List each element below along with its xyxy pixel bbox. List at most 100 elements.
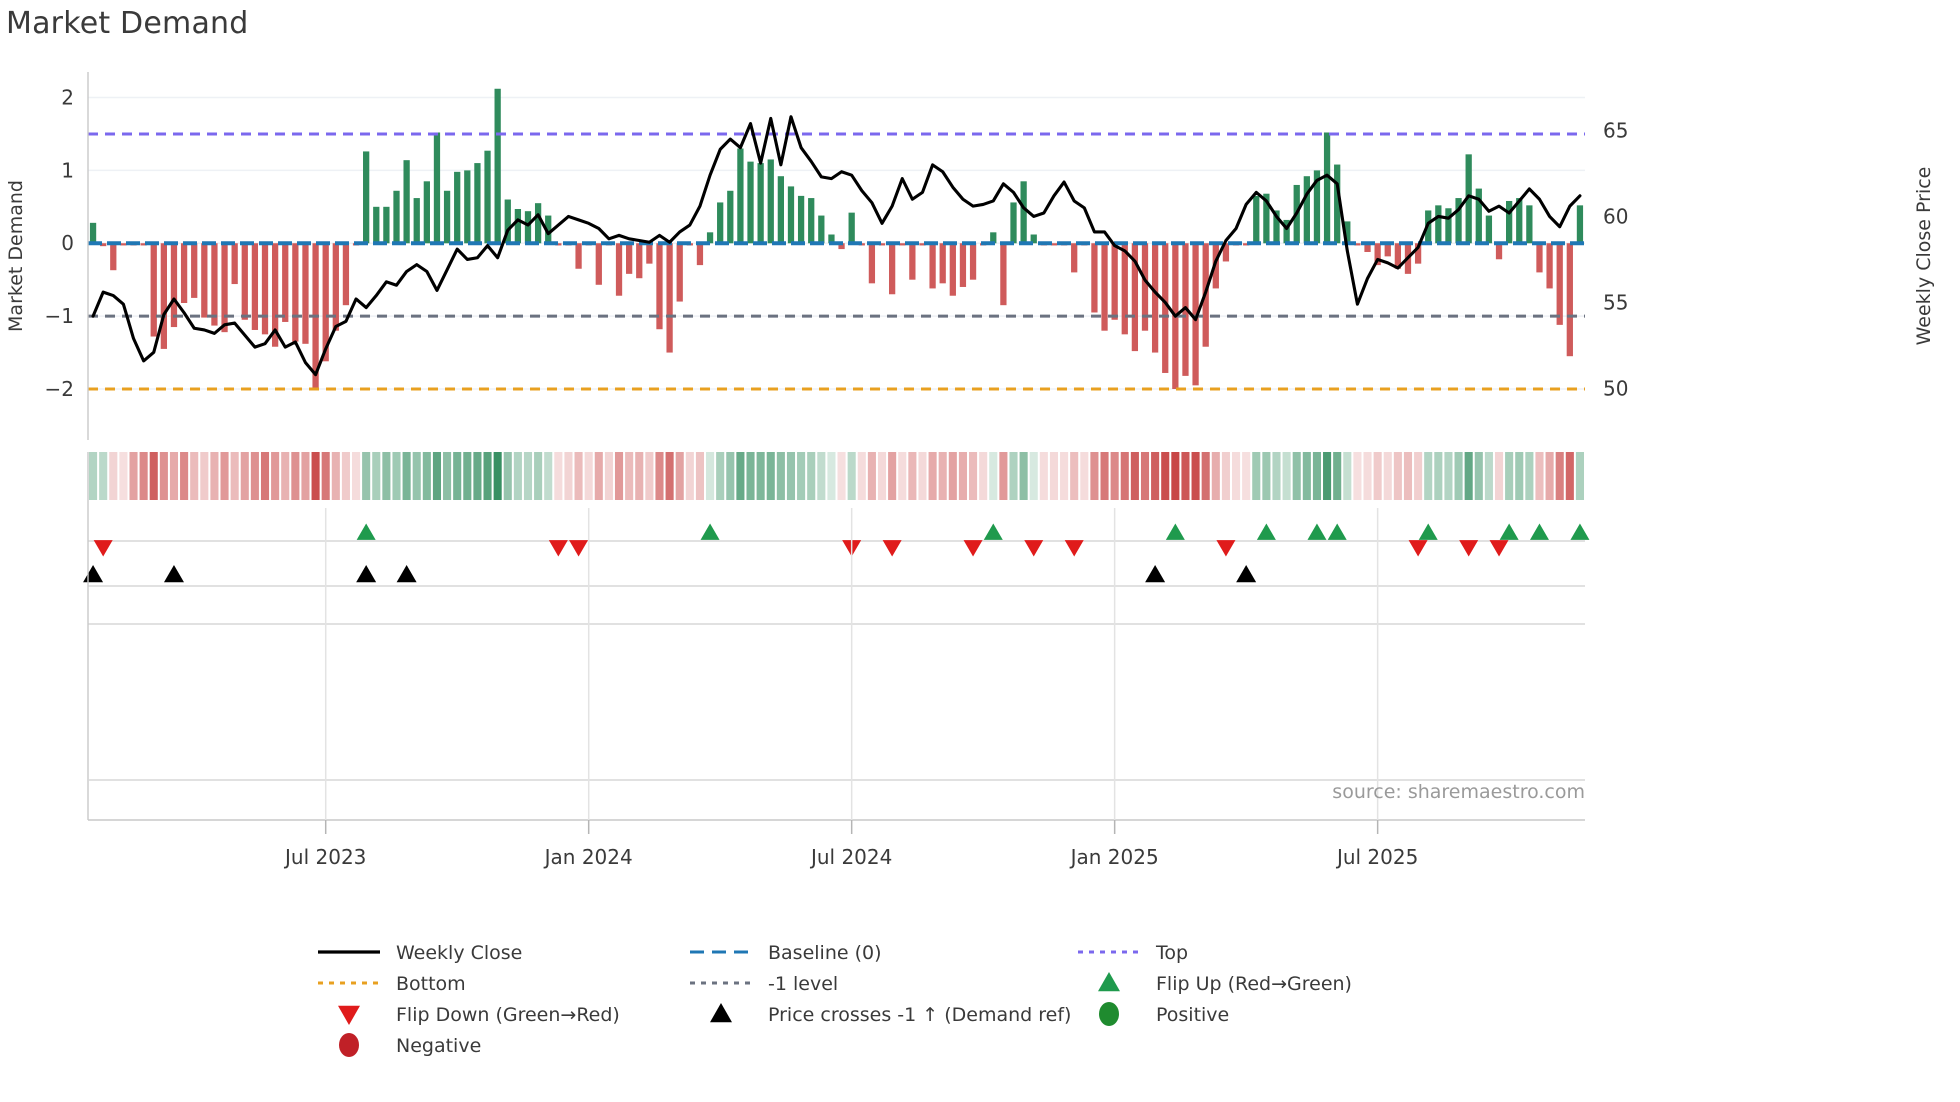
heatmap-cell: [1282, 452, 1291, 500]
legend-circle: [339, 1033, 359, 1057]
heatmap-cell: [625, 452, 634, 500]
heatmap-cell: [1454, 452, 1463, 500]
demand-bar-positive: [1455, 198, 1462, 244]
heatmap-cell: [1151, 452, 1160, 500]
heatmap-cell: [382, 452, 391, 500]
right-tick-label: 65: [1603, 118, 1628, 142]
demand-bar-positive: [1516, 198, 1523, 244]
heatmap-cell: [1039, 452, 1048, 500]
heatmap-cell: [534, 452, 543, 500]
heatmap-cell: [786, 452, 796, 500]
legend-label: Flip Up (Red→Green): [1156, 973, 1352, 995]
left-axis-title: Market Demand: [5, 180, 27, 332]
heatmap-cell: [614, 452, 624, 500]
heatmap-cell: [1424, 452, 1433, 500]
demand-bar-negative: [1374, 243, 1381, 266]
heatmap-cell: [139, 452, 148, 500]
heatmap-cell: [513, 452, 522, 500]
flip-up-marker: [1307, 523, 1327, 540]
demand-bar-negative: [231, 243, 238, 285]
heatmap-cell: [1545, 452, 1554, 500]
demand-bar-negative: [696, 243, 704, 266]
demand-bar-positive: [1303, 176, 1310, 244]
demand-bar-negative: [191, 243, 198, 298]
heatmap-cell: [1302, 452, 1311, 500]
heatmap-cell: [766, 452, 775, 500]
demand-bar-positive: [1273, 210, 1280, 244]
demand-bar-positive: [534, 203, 542, 244]
heatmap-cell: [1191, 452, 1200, 500]
heatmap-cell: [938, 452, 947, 500]
heatmap-cell: [645, 452, 654, 500]
heatmap-cell: [554, 452, 563, 500]
heatmap-cell: [1090, 452, 1099, 500]
demand-bar-positive: [373, 206, 380, 244]
flip-up-marker: [1499, 523, 1519, 540]
demand-bar-negative: [909, 243, 916, 280]
heatmap-cell: [877, 452, 887, 500]
flip-up-marker: [1418, 523, 1438, 540]
flip-down-marker: [93, 540, 113, 557]
heatmap-cell: [1221, 452, 1230, 500]
heatmap-cell: [523, 452, 533, 500]
heatmap-cell: [574, 452, 583, 500]
left-tick-label: 1: [61, 158, 74, 182]
heatmap-cell: [1383, 452, 1392, 500]
heatmap-cell: [989, 452, 998, 500]
heatmap-cell: [1565, 452, 1574, 500]
heatmap-cell: [827, 452, 836, 500]
heatmap-cell: [1140, 452, 1150, 500]
heatmap-cell: [1262, 452, 1271, 500]
heatmap-cell: [979, 452, 988, 500]
heatmap-cell: [756, 452, 765, 500]
demand-bar-negative: [100, 243, 107, 247]
legend-circle: [1099, 1002, 1119, 1026]
heatmap-cell: [655, 452, 664, 500]
legend-label: -1 level: [768, 973, 838, 995]
heatmap-cell: [675, 452, 684, 500]
demand-bar-negative: [1414, 243, 1422, 264]
weekly-close-line-path: [91, 115, 1582, 377]
price-cross-marker: [396, 565, 417, 583]
demand-bar-negative: [292, 243, 299, 342]
heatmap-cell: [1403, 452, 1413, 500]
heatmap-cell: [1029, 452, 1038, 500]
demand-bar-negative: [271, 243, 279, 347]
demand-bar-negative: [332, 243, 339, 331]
heatmap-cell: [412, 452, 421, 500]
demand-bar-positive: [433, 132, 441, 244]
demand-bar-positive: [1526, 205, 1533, 244]
heatmap-cell: [1484, 452, 1493, 500]
demand-bar-negative: [1111, 243, 1118, 320]
heatmap-cell: [341, 452, 350, 500]
demand-bar-negative: [1162, 243, 1169, 373]
demand-bar-negative: [1000, 243, 1007, 306]
heatmap-cell: [1292, 452, 1301, 500]
heatmap-cell: [109, 452, 118, 500]
heatmap-cell: [1535, 452, 1544, 500]
legend-triangle-up: [710, 1003, 732, 1023]
demand-bar-negative: [555, 243, 562, 246]
heatmap-cell: [1515, 452, 1524, 500]
heatmap-cell: [948, 452, 957, 500]
heatmap-cell: [604, 452, 613, 500]
heatmap-cell: [584, 452, 593, 500]
demand-bar-negative: [322, 243, 329, 362]
plot-mask-top: [0, 0, 1960, 72]
demand-bar-positive: [504, 199, 511, 244]
demand-bar-positive: [1323, 132, 1331, 244]
flip-up-marker: [1529, 523, 1549, 540]
heatmap-cell: [726, 452, 735, 500]
demand-bar-negative: [150, 243, 157, 337]
demand-bar-negative: [160, 243, 167, 349]
legend-label: Flip Down (Green→Red): [396, 1004, 620, 1026]
heatmap-cell: [169, 452, 179, 500]
demand-bar-negative: [615, 243, 623, 296]
demand-bar-negative: [261, 243, 269, 335]
legend-label: Positive: [1156, 1004, 1229, 1026]
heatmap-cell: [1575, 452, 1584, 500]
demand-bar-positive: [727, 190, 734, 244]
demand-bar-negative: [1536, 243, 1543, 273]
demand-bar-negative: [1394, 243, 1402, 269]
